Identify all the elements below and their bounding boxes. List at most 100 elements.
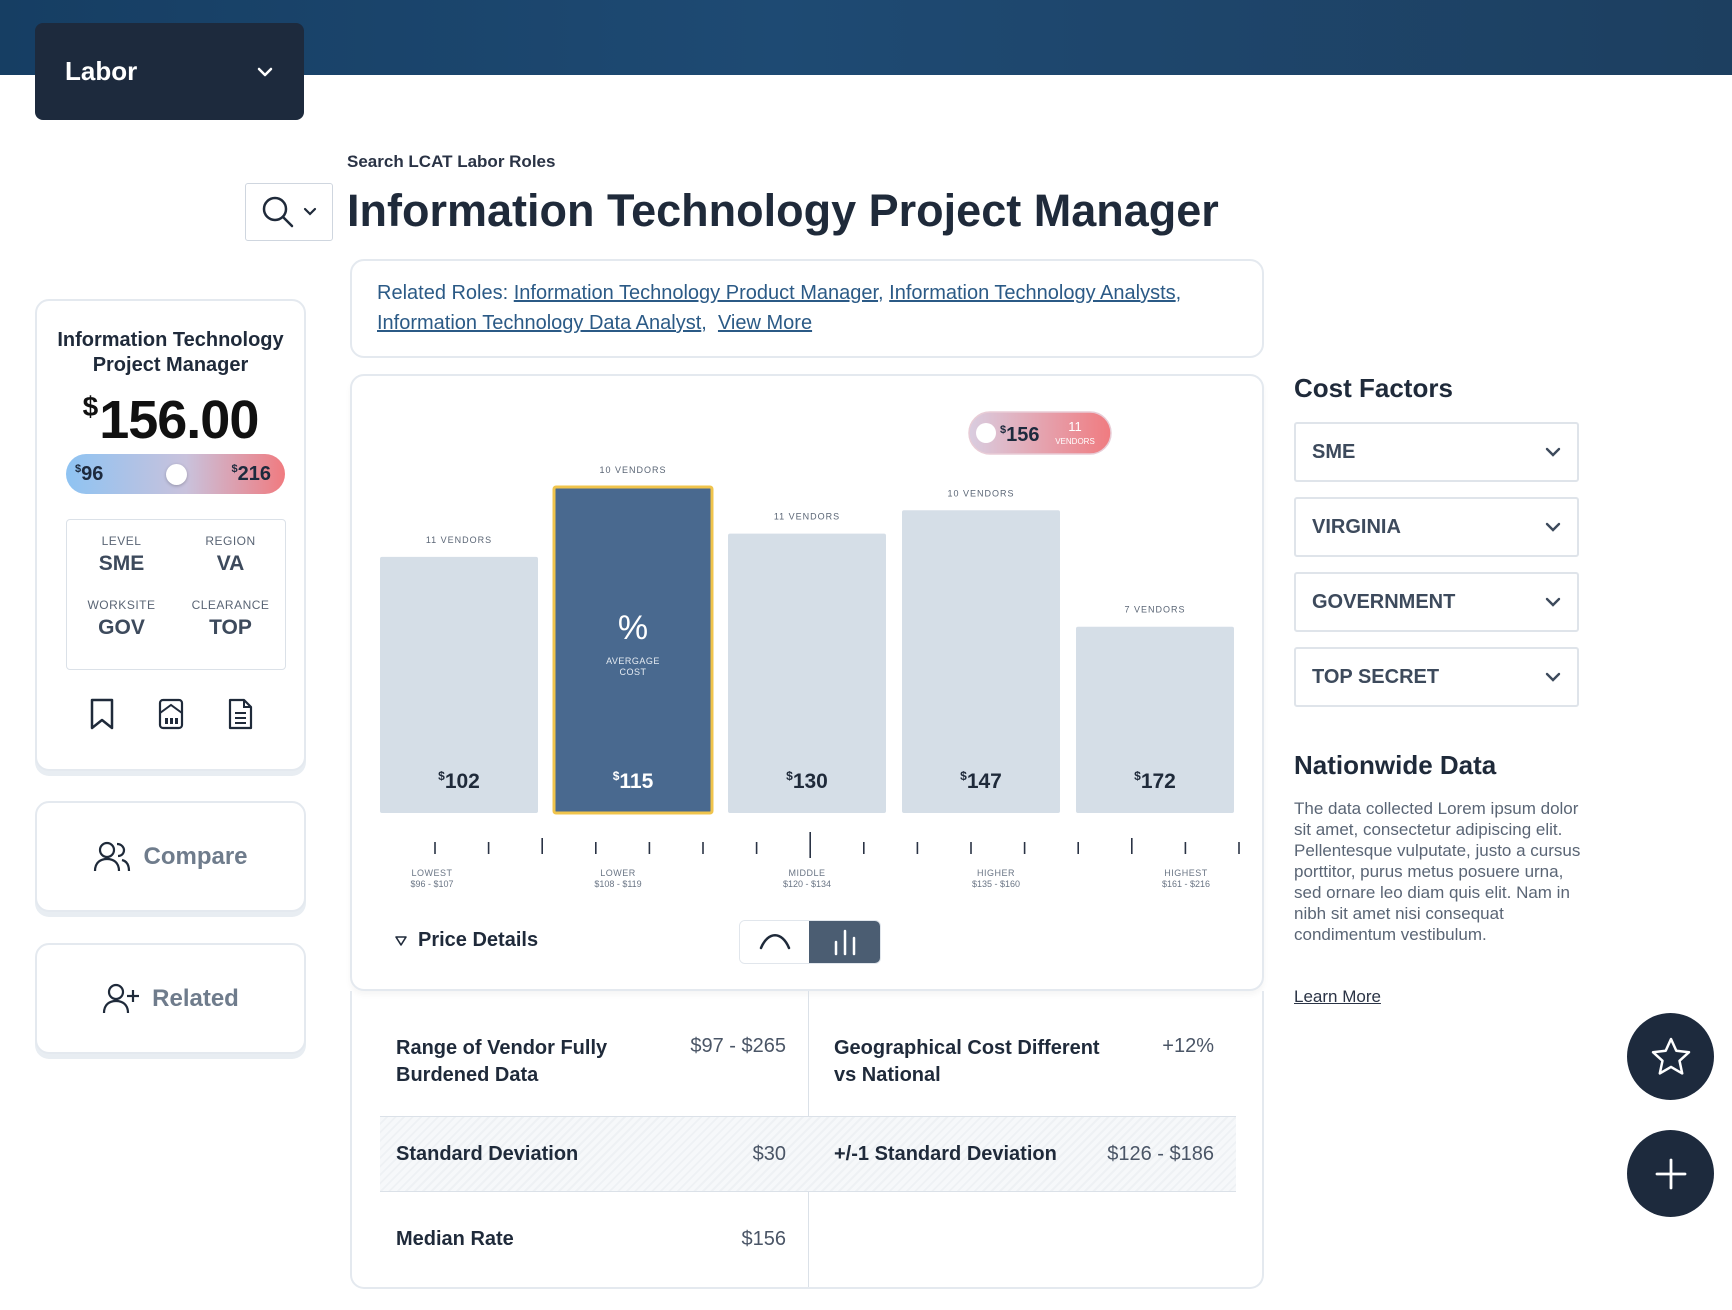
stat-value: $97 - $265 — [690, 1035, 786, 1057]
vendor-count-label: 10 VENDORS — [947, 488, 1014, 498]
table-row: Standard Deviation $30 +/-1 Standard Devi… — [380, 1117, 1236, 1192]
search-caption: Search LCAT Labor Roles — [347, 152, 556, 171]
star-icon — [1651, 1037, 1690, 1075]
search-button[interactable] — [245, 183, 333, 241]
stat-cell: Geographical Cost Different vs National +… — [808, 991, 1236, 1116]
attribute-value: TOP — [209, 615, 252, 639]
related-role-link[interactable]: Information Technology Data Analyst — [377, 312, 702, 334]
chart-bar — [552, 485, 714, 815]
level-select[interactable]: SME — [1294, 422, 1579, 482]
role-card-title: Information Technology Project Manager — [57, 329, 284, 376]
currency-symbol: $ — [1000, 424, 1006, 436]
price-details-toggle[interactable]: Price Details — [394, 929, 538, 952]
current-rate-marker[interactable]: $156 11 VENDORS — [968, 411, 1112, 455]
vendor-count-label: 11 VENDORS — [774, 512, 840, 522]
select-value: SME — [1312, 440, 1356, 463]
chart-bar — [380, 556, 538, 813]
category-select[interactable]: Labor — [35, 23, 304, 120]
bar-value: 172 — [1141, 770, 1176, 793]
role-attributes: LEVEL SME REGION VA WORKSITE GOV CLEARANCE T… — [66, 519, 286, 670]
worksite-select[interactable]: GOVERNMENT — [1294, 572, 1579, 632]
building-icon[interactable] — [156, 697, 186, 731]
bar-view-button[interactable] — [809, 921, 880, 963]
chart-bar — [728, 533, 886, 813]
currency-symbol: $ — [1134, 769, 1141, 783]
bar-value: 102 — [445, 770, 480, 793]
vendor-count-label: 10 VENDORS — [599, 465, 666, 475]
role-card-actions — [37, 697, 304, 731]
attribute-value: VA — [216, 552, 245, 575]
chevron-down-icon — [1545, 447, 1561, 457]
highlight-label: COST — [619, 667, 646, 677]
currency-symbol: $ — [786, 769, 793, 783]
range-label: $108 - $119 — [594, 879, 641, 889]
bar-value-label: $115 — [613, 769, 654, 793]
triangle-down-icon — [395, 935, 407, 946]
bar-value-label: $172 — [1134, 769, 1176, 793]
chart-bar — [1076, 626, 1234, 813]
marker-knob — [976, 423, 996, 443]
select-value: VIRGINIA — [1312, 515, 1401, 538]
currency-symbol: $ — [82, 391, 99, 422]
attribute-value: SME — [98, 552, 145, 575]
select-value: GOVERNMENT — [1312, 590, 1456, 613]
slider-knob[interactable] — [165, 464, 187, 485]
price-details-label: Price Details — [418, 929, 539, 951]
region-select[interactable]: VIRGINIA — [1294, 497, 1579, 557]
attribute-key: CLEARANCE — [191, 597, 270, 612]
category-label: HIGHER — [977, 868, 1015, 878]
view-more-link[interactable]: View More — [717, 312, 813, 334]
compare-label: Compare — [143, 842, 248, 870]
nationwide-title: Nationwide Data — [1294, 750, 1497, 780]
bar-value-label: $130 — [786, 769, 828, 793]
clearance-select[interactable]: TOP SECRET — [1294, 647, 1579, 707]
add-button[interactable] — [1627, 1130, 1714, 1217]
related-label: Related — [152, 984, 239, 1012]
bookmark-icon[interactable] — [87, 697, 117, 731]
plus-icon — [1655, 1158, 1686, 1189]
marker-value-label: $156 — [1000, 424, 1040, 446]
stat-value: $30 — [752, 1142, 786, 1165]
chevron-down-icon — [1545, 672, 1561, 682]
marker-vendor-count: 11 — [1068, 419, 1082, 434]
line-chart-icon — [759, 934, 790, 950]
learn-more-link[interactable]: Learn More — [1294, 987, 1381, 1006]
price-stats-table: Range of Vendor Fully Burdened Data $97 -… — [350, 991, 1264, 1289]
favorite-button[interactable] — [1627, 1013, 1714, 1100]
related-role-link[interactable]: Information Technology Analysts — [889, 282, 1176, 304]
stat-cell: Standard Deviation $30 — [380, 1117, 808, 1191]
document-icon[interactable] — [225, 697, 255, 731]
marker-value: 156 — [1006, 424, 1039, 446]
attribute-worksite: WORKSITE GOV — [67, 598, 176, 662]
marker-vendor-label: VENDORS — [1055, 437, 1095, 446]
chart-bar — [902, 510, 1060, 813]
role-price-value: 156.00 — [99, 390, 259, 450]
stat-label: Standard Deviation — [396, 1142, 579, 1165]
stat-value: $126 - $186 — [1107, 1142, 1214, 1165]
category-label: LOWER — [600, 868, 636, 878]
currency-symbol: $ — [438, 769, 445, 783]
attribute-key: LEVEL — [101, 534, 142, 548]
related-roles-prefix: Related Roles: — [377, 282, 509, 304]
stat-value: +12% — [1162, 1035, 1214, 1057]
table-row: Range of Vendor Fully Burdened Data $97 -… — [380, 991, 1236, 1117]
attribute-key: REGION — [205, 534, 256, 548]
chart-canvas: 11 VENDORS $102 10 VENDORS $115% AVERGAGECOS… — [380, 411, 1240, 889]
line-view-button[interactable] — [740, 921, 810, 963]
chevron-down-icon — [1545, 522, 1561, 532]
currency-symbol: $ — [75, 463, 82, 475]
range-high-value: 216 — [237, 463, 271, 485]
nationwide-description: The data collected Lorem ipsum dolor sit… — [1294, 799, 1581, 944]
price-range-slider[interactable]: $96 $216 — [66, 454, 285, 494]
compare-button[interactable]: Compare — [35, 801, 306, 912]
table-row: Median Rate $156 — [380, 1192, 1236, 1287]
stat-cell: Median Rate $156 — [380, 1192, 808, 1287]
stat-cell: +/-1 Standard Deviation $126 - $186 — [808, 1117, 1236, 1191]
chevron-down-icon — [303, 207, 317, 216]
category-select-value: Labor — [65, 56, 138, 86]
percent-icon: % — [618, 609, 648, 647]
related-role-link[interactable]: Information Technology Product Manager — [513, 282, 879, 304]
category-label: LOWEST — [411, 868, 452, 878]
related-button[interactable]: Related — [35, 943, 306, 1054]
